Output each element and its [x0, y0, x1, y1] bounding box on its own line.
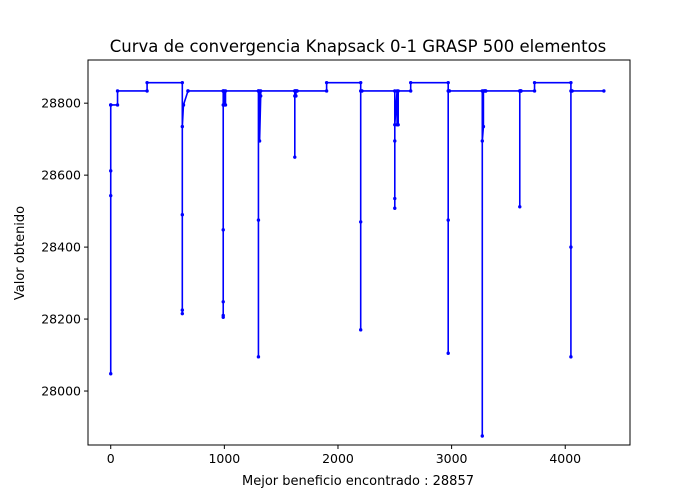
data-point — [180, 213, 185, 217]
data-point — [180, 311, 185, 316]
data-point — [259, 94, 263, 98]
plot-content — [109, 80, 606, 438]
y-tick-label: 28800 — [41, 96, 81, 111]
data-point — [396, 89, 400, 93]
data-point — [180, 80, 185, 85]
chart-title: Curva de convergencia Knapsack 0-1 GRASP… — [110, 37, 607, 56]
data-point — [294, 94, 298, 98]
data-point — [519, 89, 523, 93]
x-tick-label: 1000 — [208, 451, 240, 466]
data-point — [409, 80, 413, 85]
x-axis-ticks: 0 1000 2000 3000 4000 — [107, 445, 581, 466]
data-point — [518, 205, 522, 209]
data-point — [360, 89, 364, 93]
y-tick-label: 28600 — [41, 168, 81, 183]
data-point — [393, 196, 397, 201]
data-point — [109, 169, 113, 173]
data-point — [396, 123, 400, 127]
data-point — [480, 139, 484, 143]
data-point — [447, 89, 452, 93]
x-tick-label: 3000 — [436, 451, 468, 466]
data-point — [257, 139, 262, 143]
data-point — [145, 89, 149, 93]
data-point — [115, 103, 120, 107]
data-point — [602, 89, 606, 93]
data-point — [446, 218, 450, 222]
data-point — [181, 103, 186, 107]
data-point — [480, 434, 484, 438]
y-tick-label: 28000 — [41, 384, 81, 399]
data-point — [324, 89, 329, 93]
data-point — [393, 206, 397, 210]
data-point — [221, 313, 225, 318]
data-point — [109, 193, 113, 198]
data-point — [569, 355, 573, 359]
data-point — [570, 89, 574, 93]
data-point — [359, 328, 363, 332]
data-point — [293, 155, 297, 159]
data-point — [256, 218, 261, 222]
data-point — [532, 89, 537, 93]
plot-area — [87, 59, 631, 446]
y-tick-label: 28200 — [41, 312, 81, 327]
y-axis-label: Valor obtenido — [13, 206, 28, 300]
data-point — [409, 89, 413, 93]
data-point — [221, 228, 225, 232]
data-point — [115, 89, 120, 93]
data-point — [180, 124, 185, 129]
y-axis-ticks: 28000 28200 28400 28600 28800 — [41, 96, 88, 399]
data-point — [256, 355, 261, 359]
data-point — [446, 351, 450, 355]
y-tick-label: 28400 — [41, 240, 81, 255]
data-point — [259, 89, 263, 93]
data-point — [483, 89, 488, 93]
data-point — [295, 89, 299, 93]
data-point — [186, 89, 190, 93]
data-point — [223, 103, 228, 107]
data-point — [221, 300, 225, 304]
data-point — [359, 220, 363, 224]
x-tick-label: 0 — [107, 451, 115, 466]
data-point — [109, 372, 113, 376]
data-point — [532, 80, 537, 85]
data-point — [145, 80, 149, 85]
x-tick-label: 2000 — [322, 451, 354, 466]
data-point — [180, 308, 185, 312]
data-point — [569, 80, 573, 85]
data-point — [481, 124, 486, 129]
data-point — [446, 80, 450, 85]
data-point — [393, 139, 397, 143]
x-tick-label: 4000 — [549, 451, 581, 466]
data-point — [359, 80, 363, 85]
x-axis-label: Mejor beneficio encontrado : 28857 — [242, 474, 474, 489]
data-point — [109, 103, 113, 107]
data-point — [223, 89, 228, 93]
data-point — [324, 80, 329, 85]
data-point — [569, 245, 573, 249]
